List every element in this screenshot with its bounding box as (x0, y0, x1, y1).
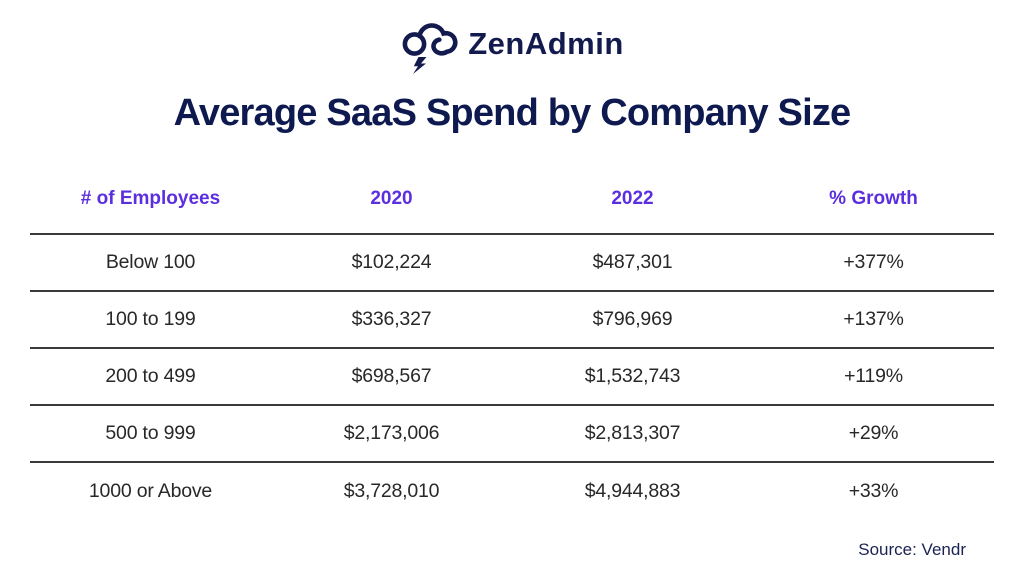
table-row: 200 to 499 $698,567 $1,532,743 +119% (30, 348, 994, 406)
cell-employees: 200 to 499 (30, 348, 271, 406)
page-title: Average SaaS Spend by Company Size (173, 92, 852, 134)
spend-table: # of Employees 2020 2022 % Growth Below … (30, 164, 994, 519)
cell-2020: $3,728,010 (343, 479, 440, 502)
cell-growth: +119% (753, 348, 994, 406)
cell-employees: Below 100 (30, 234, 271, 292)
cloud-lightning-icon (400, 15, 458, 75)
table-header-row: # of Employees 2020 2022 % Growth (30, 164, 994, 235)
cell-employees: 500 to 999 (30, 405, 271, 463)
cell-2022: $4,944,883 (584, 479, 681, 502)
table-row: 500 to 999 $2,173,006 $2,813,307 +29% (30, 405, 994, 463)
cell-2022: $2,813,307 (512, 405, 753, 463)
cell-2020: $102,224 (271, 234, 512, 292)
col-header-growth: % Growth (753, 164, 994, 235)
col-header-employees: # of Employees (30, 164, 271, 235)
cell-2020: $336,327 (271, 291, 512, 349)
table-row: Below 100 $102,224 $487,301 +377% (30, 234, 994, 292)
brand-logo: ZenAdmin (0, 12, 1024, 76)
cell-2022: $1,532,743 (512, 348, 753, 406)
brand-name: ZenAdmin (468, 26, 624, 61)
col-header-2020: 2020 (271, 164, 512, 235)
cell-employees: 100 to 199 (30, 291, 271, 349)
cell-employees: 1000 or Above (88, 479, 213, 502)
cell-growth: +137% (753, 291, 994, 349)
table-row: 100 to 199 $336,327 $796,969 +137% (30, 291, 994, 349)
cell-growth: +29% (753, 405, 994, 463)
cell-growth: +377% (753, 234, 994, 292)
cell-growth: +33% (848, 479, 899, 502)
cell-2020: $2,173,006 (271, 405, 512, 463)
cell-2022: $796,969 (512, 291, 753, 349)
cell-2020: $698,567 (271, 348, 512, 406)
cell-2022: $487,301 (512, 234, 753, 292)
source-note: Source: Vendr (858, 540, 966, 559)
table-row: 1000 or Above $3,728,010 $4,944,883 +33% (30, 462, 994, 519)
col-header-2022: 2022 (512, 164, 753, 235)
